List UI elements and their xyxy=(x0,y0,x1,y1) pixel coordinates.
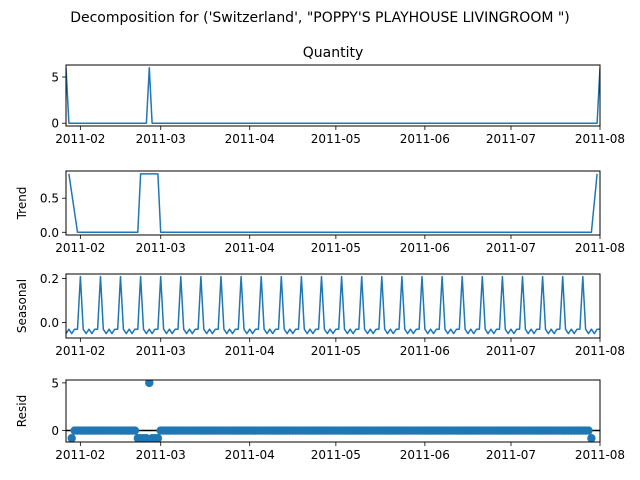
resid-point xyxy=(153,434,163,442)
x-tick-label: 2011-03 xyxy=(136,344,186,358)
plot-area xyxy=(68,173,598,234)
x-tick-label: 2011-03 xyxy=(136,448,186,462)
axes-frame xyxy=(65,64,601,127)
panel-seasonal: 0.0 0.2 2011-02 2011-03 2011-04 2011-05 2011-0… xyxy=(15,272,625,358)
y-tick-label: 0.2 xyxy=(40,272,59,286)
y-axis-label: Resid xyxy=(15,395,29,427)
x-tick-label: 2011-03 xyxy=(136,132,186,146)
axes-frame xyxy=(65,273,601,339)
resid-point xyxy=(67,434,76,442)
y-tick-label: 0 xyxy=(51,117,59,131)
x-tick-label: 2011-08 xyxy=(575,448,625,462)
x-tick-label: 2011-02 xyxy=(55,344,105,358)
x-tick-label: 2011-05 xyxy=(311,132,361,146)
x-tick-label: 2011-03 xyxy=(136,241,186,255)
x-tick-label: 2011-08 xyxy=(575,241,625,255)
panel-title: Quantity xyxy=(303,45,364,61)
x-tick-label: 2011-02 xyxy=(55,448,105,462)
y-tick-label: 0.0 xyxy=(40,226,59,240)
series-line xyxy=(66,67,600,124)
resid-point xyxy=(130,426,140,435)
x-tick-label: 2011-07 xyxy=(486,132,536,146)
seasonal-line xyxy=(66,275,600,335)
y-tick-label: 5 xyxy=(51,376,59,390)
x-tick-label: 2011-06 xyxy=(400,241,450,255)
x-tick-label: 2011-04 xyxy=(225,448,275,462)
x-tick-label: 2011-05 xyxy=(311,448,361,462)
y-tick-label: 0.0 xyxy=(40,316,59,330)
panel-resid: 0 5 2011-02 2011-03 2011-04 2011-05 2011-06 201… xyxy=(15,376,625,462)
x-tick-label: 2011-04 xyxy=(225,241,275,255)
panel-trend: 0.0 0.5 2011-02 2011-03 2011-04 2011-05 2011-0… xyxy=(15,170,625,255)
y-tick-label: 0 xyxy=(51,424,59,438)
y-tick-label: 0.5 xyxy=(40,192,59,206)
x-tick-label: 2011-07 xyxy=(486,448,536,462)
x-tick-label: 2011-08 xyxy=(575,344,625,358)
figure-suptitle: Decomposition for ('Switzerland', "POPPY… xyxy=(70,10,570,26)
y-axis-label: Trend xyxy=(15,187,29,221)
plot-area xyxy=(66,275,600,335)
axes-frame xyxy=(65,379,601,443)
axes-frame xyxy=(65,170,601,236)
panel-quantity: 0 5 2011-02 2011-03 2011-04 2011-05 2011-06 201… xyxy=(51,45,625,146)
x-tick-label: 2011-04 xyxy=(225,344,275,358)
y-tick-label: 5 xyxy=(51,71,59,85)
x-tick-label: 2011-04 xyxy=(225,132,275,146)
resid-point xyxy=(145,380,154,388)
x-tick-label: 2011-05 xyxy=(311,241,361,255)
x-tick-label: 2011-08 xyxy=(575,132,625,146)
x-tick-label: 2011-05 xyxy=(311,344,361,358)
x-tick-label: 2011-06 xyxy=(400,344,450,358)
series-line xyxy=(68,173,598,234)
x-tick-label: 2011-02 xyxy=(55,132,105,146)
plot-area xyxy=(66,380,600,442)
x-tick-label: 2011-06 xyxy=(400,448,450,462)
plot-area xyxy=(66,67,600,124)
resid-point xyxy=(587,434,596,442)
x-tick-label: 2011-07 xyxy=(486,344,536,358)
y-axis-label: Seasonal xyxy=(15,279,29,333)
x-tick-label: 2011-06 xyxy=(400,132,450,146)
resid-point xyxy=(584,426,593,435)
x-tick-label: 2011-02 xyxy=(55,241,105,255)
x-tick-label: 2011-07 xyxy=(486,241,536,255)
